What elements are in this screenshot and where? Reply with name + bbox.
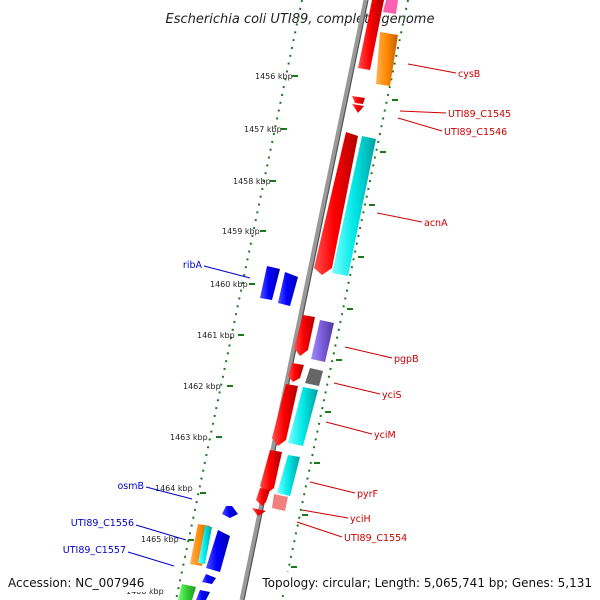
leader-osmB bbox=[145, 486, 193, 500]
gene-label-UTI89_C1557: UTI89_C1557 bbox=[63, 545, 126, 556]
genome-title: Escherichia coli UTI89, complete genome bbox=[166, 12, 435, 27]
leader-yciH bbox=[301, 509, 349, 519]
gene-arrow-next bbox=[202, 574, 216, 584]
genome-summary-text: Topology: circular; Length: 5,065,741 bp… bbox=[261, 576, 592, 590]
gene-arrow-pgpB bbox=[294, 315, 315, 356]
gene-arrow-UTI89_C1545 bbox=[352, 96, 365, 104]
leader-acnA bbox=[376, 212, 423, 223]
leader-yciS bbox=[333, 382, 381, 395]
forward-strand-genes bbox=[178, 266, 298, 600]
gene-label-UTI89_C1546: UTI89_C1546 bbox=[444, 127, 507, 138]
tick-label: 1463 kbp bbox=[170, 433, 208, 442]
gene-arrow-acnA bbox=[314, 132, 358, 275]
gene-arrow-ribA bbox=[260, 266, 280, 300]
tick-label: 1465 kbp bbox=[141, 535, 179, 544]
gene-label-pyrF: pyrF bbox=[357, 489, 378, 500]
leader-UTI89_C1557 bbox=[127, 551, 175, 567]
gene-label-yciM: yciM bbox=[374, 430, 396, 441]
gene-arrow-bottom-blue bbox=[196, 590, 210, 600]
gene-label-acnA: acnA bbox=[424, 218, 448, 229]
leader-pgpB bbox=[344, 346, 393, 359]
gene-arrow-yciM-cog bbox=[288, 387, 318, 446]
gene-arrow-bottom-green bbox=[178, 584, 196, 600]
gene-arrow-UTI89_C1557 bbox=[206, 530, 230, 572]
footer-backdrop-left bbox=[4, 572, 150, 592]
leader-cysB bbox=[407, 63, 457, 74]
leader-UTI89_C1545 bbox=[399, 110, 447, 114]
gene-arrow-top bbox=[358, 0, 384, 70]
tick-label: 1456 kbp bbox=[255, 72, 293, 81]
gene-label-osmB: osmB bbox=[117, 481, 144, 492]
gene-arrow-yciS-cog bbox=[305, 368, 323, 386]
tick-label: 1459 kbp bbox=[222, 227, 260, 236]
tick-label: 1464 kbp bbox=[155, 484, 193, 493]
gene-arrow-yciS bbox=[288, 363, 304, 382]
leader-pyrF bbox=[309, 481, 356, 494]
leader-yciM bbox=[325, 421, 373, 435]
gene-arrow-pyrF-cog bbox=[277, 455, 300, 496]
footer-backdrop-right bbox=[258, 572, 598, 592]
gene-arrow-UTI89_C1554 bbox=[252, 508, 266, 516]
gene-arrow-UTI89_C1556-cog bbox=[198, 526, 212, 564]
leader-ribA bbox=[203, 265, 251, 279]
gene-label-UTI89_C1554: UTI89_C1554 bbox=[344, 533, 407, 544]
gene-arrow-yciM bbox=[272, 384, 298, 446]
gene-label-yciS: yciS bbox=[382, 390, 402, 401]
gene-arrow-UTI89_C1546 bbox=[352, 104, 364, 113]
gene-arrow-cysB-cog bbox=[376, 32, 398, 86]
gene-label-cysB: cysB bbox=[458, 69, 480, 80]
tick-label: 1457 kbp bbox=[244, 125, 282, 134]
gene-label-ribA: ribA bbox=[183, 260, 203, 271]
gene-arrow-pgpB-cog bbox=[311, 320, 334, 362]
tick-label: 1461 kbp bbox=[197, 331, 235, 340]
reverse-strand-genes bbox=[252, 0, 398, 516]
gene-arrow-cog-pink bbox=[383, 0, 398, 14]
gene-label-pgpB: pgpB bbox=[394, 354, 419, 365]
backbone-track-edge bbox=[243, 0, 369, 600]
gene-arrow-osmB bbox=[222, 506, 238, 518]
label-leaders bbox=[127, 63, 457, 567]
tick-label: 1460 kbp bbox=[210, 280, 248, 289]
gene-label-UTI89_C1545: UTI89_C1545 bbox=[448, 109, 511, 120]
leader-UTI89_C1554 bbox=[296, 521, 343, 538]
leader-UTI89_C1556 bbox=[135, 524, 187, 541]
gene-arrow-acnA-cog bbox=[332, 136, 376, 276]
gene-arrow-UTI89_C1554-cog bbox=[272, 494, 288, 511]
leader-UTI89_C1546 bbox=[397, 117, 443, 132]
gene-arrow-yciH bbox=[256, 488, 270, 506]
tick-label: 1462 kbp bbox=[183, 382, 221, 391]
gene-arrow-pyrF bbox=[260, 450, 282, 494]
gene-label-yciH: yciH bbox=[350, 514, 371, 525]
accession-text: Accession: NC_007946 bbox=[8, 576, 144, 590]
tick-label: 1458 kbp bbox=[233, 177, 271, 186]
gene-arrow-ribA-2 bbox=[278, 272, 298, 306]
gene-label-UTI89_C1556: UTI89_C1556 bbox=[71, 518, 134, 529]
